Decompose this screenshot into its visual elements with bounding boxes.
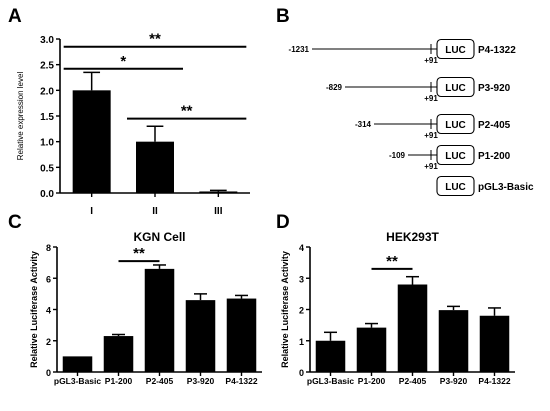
luc-box-label: LUC [445, 151, 466, 162]
x-tick-label: I [90, 206, 93, 217]
chart-title: HEK293T [386, 230, 439, 244]
chart-a-expression: 0.0 0.5 1.0 1.5 2.0 2.5 3.0 Relative expression… [16, 31, 250, 217]
panel-label-b: B [276, 6, 290, 27]
y-axis-label: Relative Luciferase Activity [29, 251, 39, 368]
x-tick-label: III [214, 206, 223, 217]
significance-label: ** [149, 31, 161, 48]
construct-name: P3-920 [478, 83, 511, 94]
bar-p3-920 [438, 310, 469, 372]
chart-c-kgn-cell: KGN Cell 0 2 4 6 8 Relative Luciferase Activit… [29, 230, 262, 386]
bar-pgl3-basic [315, 340, 346, 372]
end-position-label: +91 [424, 94, 438, 103]
significance-label: * [120, 53, 126, 70]
x-tick-label: pGL3-Basic [54, 376, 102, 386]
y-tick-label: 8 [46, 243, 51, 253]
luc-box [436, 38, 475, 60]
bar-p1-200 [103, 336, 134, 372]
bar-p4-1322 [226, 298, 257, 372]
luc-box-label: LUC [445, 182, 466, 193]
significance-label: ** [181, 103, 193, 120]
bar-pgl3-basic [62, 356, 93, 372]
y-tick-label: 2 [299, 306, 304, 316]
construct-name: pGL3-Basic [478, 182, 534, 193]
panel-label-c: C [8, 212, 22, 233]
y-tick-label: 0 [46, 368, 51, 378]
x-tick-label: P1-200 [105, 376, 133, 386]
y-tick-label: 0.5 [40, 163, 54, 174]
luc-box-label: LUC [445, 120, 466, 131]
bar-ii [136, 141, 174, 193]
y-tick-label: 2.0 [40, 86, 54, 97]
construct-name: P2-405 [478, 120, 511, 131]
bar-p3-920 [185, 300, 216, 372]
x-tick-label: P3-920 [440, 376, 468, 386]
x-tick-label: P2-405 [399, 376, 427, 386]
start-position-label: -829 [326, 83, 343, 92]
chart-d-hek293t: HEK293T 0 1 2 3 4 Relative Luciferase Activity… [280, 230, 515, 386]
x-tick-label: P3-920 [187, 376, 215, 386]
y-tick-label: 3.0 [40, 35, 54, 46]
luc-box [436, 113, 475, 135]
luc-box-label: LUC [445, 83, 466, 94]
bar-p2-405 [144, 268, 175, 372]
y-tick-label: 2 [46, 337, 51, 347]
y-tick-label: 1.5 [40, 112, 54, 123]
end-position-label: +91 [424, 56, 438, 65]
y-tick-label: 1.0 [40, 138, 54, 149]
y-tick-label: 0 [299, 368, 304, 378]
x-tick-label: P2-405 [146, 376, 174, 386]
bar-p4-1322 [479, 315, 510, 372]
start-position-label: -1231 [289, 45, 310, 54]
y-tick-label: 2.5 [40, 61, 54, 72]
luc-box [436, 175, 475, 197]
luc-box [436, 144, 475, 166]
panel-label-d: D [276, 212, 290, 233]
luc-box-label: LUC [445, 45, 466, 56]
x-tick-label: P4-1322 [225, 376, 257, 386]
diagram-b-promoter-constructs: -1231 +91 LUC P4-1322 -829 +91 LUC P3-920 -314 +9… [289, 38, 534, 197]
end-position-label: +91 [424, 162, 438, 171]
significance-label: ** [386, 253, 398, 270]
y-tick-label: 3 [299, 274, 304, 284]
bar-i [72, 90, 111, 193]
x-tick-label: pGL3-Basic [307, 376, 355, 386]
chart-title: KGN Cell [133, 230, 185, 244]
start-position-label: -314 [355, 120, 372, 129]
panel-label-a: A [8, 6, 22, 27]
x-tick-label: II [152, 206, 158, 217]
significance-label: ** [133, 245, 145, 262]
y-tick-label: 6 [46, 274, 51, 284]
x-tick-label: P1-200 [358, 376, 386, 386]
y-axis-label: Relative Luciferase Activity [280, 251, 290, 368]
y-tick-label: 4 [46, 306, 51, 316]
start-position-label: -109 [389, 151, 406, 160]
bar-p2-405 [397, 284, 428, 372]
luc-box [436, 76, 475, 98]
end-position-label: +91 [424, 131, 438, 140]
bar-p1-200 [356, 327, 387, 372]
y-axis-label: Relative expression level [16, 72, 25, 161]
y-tick-label: 4 [299, 243, 304, 253]
bar-iii [199, 191, 238, 193]
y-tick-label: 1 [299, 337, 304, 347]
construct-name: P1-200 [478, 151, 511, 162]
y-tick-label: 0.0 [40, 189, 54, 200]
x-tick-label: P4-1322 [478, 376, 510, 386]
construct-name: P4-1322 [478, 45, 516, 56]
